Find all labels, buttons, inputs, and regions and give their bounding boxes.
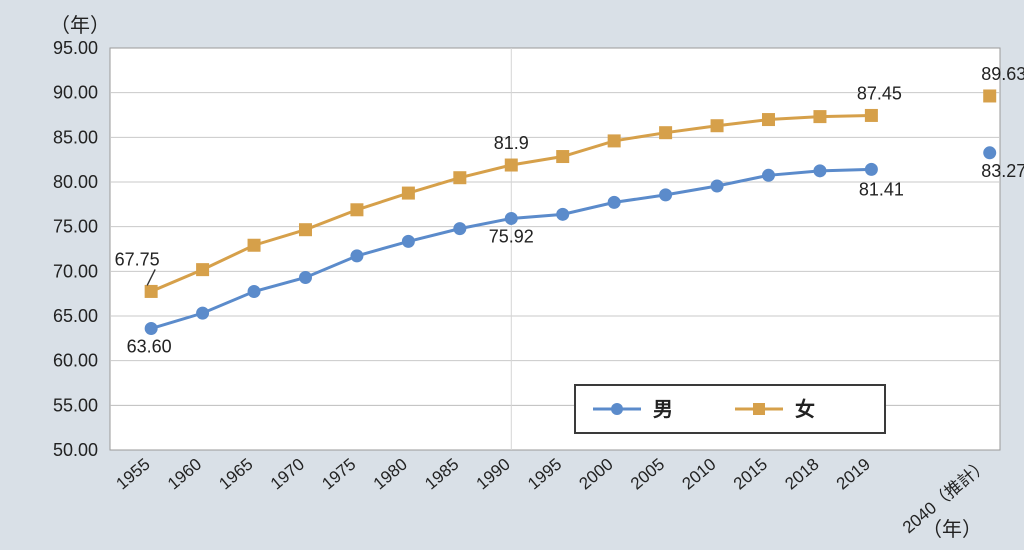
- marker-square: [660, 127, 672, 139]
- x-axis-label: （年）: [922, 518, 982, 541]
- y-tick-label: 65.00: [53, 306, 98, 326]
- marker-square: [557, 151, 569, 163]
- y-tick-label: 85.00: [53, 127, 98, 147]
- marker-circle: [865, 163, 877, 175]
- marker-circle: [762, 169, 774, 181]
- marker-square: [454, 172, 466, 184]
- life-expectancy-chart: 50.00 55.00 60.00 65.00 70.00 75.00 80.00 85.00…: [0, 0, 1024, 550]
- marker-circle: [557, 208, 569, 220]
- marker-square: [402, 187, 414, 199]
- marker-square: [814, 111, 826, 123]
- marker-circle: [248, 286, 260, 298]
- y-tick-label: 95.00: [53, 38, 98, 58]
- y-tick-label: 90.00: [53, 83, 98, 103]
- marker-circle: [711, 180, 723, 192]
- marker-circle: [984, 147, 996, 159]
- y-axis-label: （年）: [50, 14, 110, 37]
- y-tick-label: 55.00: [53, 395, 98, 415]
- data-label: 81.41: [859, 179, 904, 199]
- y-tick-label: 50.00: [53, 440, 98, 460]
- marker-square: [248, 239, 260, 251]
- marker-square: [711, 120, 723, 132]
- marker-circle: [454, 223, 466, 235]
- marker-square: [608, 135, 620, 147]
- marker-square: [299, 224, 311, 236]
- data-label: 87.45: [857, 83, 902, 103]
- marker-square: [197, 264, 209, 276]
- marker-circle: [814, 165, 826, 177]
- legend-label-female: 女: [795, 397, 815, 421]
- marker-square: [762, 114, 774, 126]
- data-label: 75.92: [489, 226, 534, 246]
- marker-square: [145, 285, 157, 297]
- chart-svg: 50.00 55.00 60.00 65.00 70.00 75.00 80.00 85.00…: [0, 0, 1024, 550]
- legend-label-male: 男: [653, 399, 673, 421]
- marker-circle: [145, 323, 157, 335]
- y-tick-label: 60.00: [53, 351, 98, 371]
- data-label: 83.27: [981, 161, 1024, 181]
- marker-circle: [608, 196, 620, 208]
- marker-square: [865, 109, 877, 121]
- data-label: 81.9: [494, 133, 529, 153]
- marker-circle: [505, 212, 517, 224]
- marker-circle: [402, 235, 414, 247]
- marker-circle: [351, 250, 363, 262]
- marker-circle: [197, 307, 209, 319]
- y-tick-label: 75.00: [53, 217, 98, 237]
- marker-square: [984, 90, 996, 102]
- data-label: 63.60: [127, 337, 172, 357]
- marker-circle: [660, 189, 672, 201]
- data-label: 89.63: [981, 64, 1024, 84]
- marker-square: [351, 204, 363, 216]
- marker-circle: [299, 271, 311, 283]
- y-tick-label: 80.00: [53, 172, 98, 192]
- data-label: 67.75: [115, 249, 160, 269]
- marker-square: [505, 159, 517, 171]
- y-tick-label: 70.00: [53, 261, 98, 281]
